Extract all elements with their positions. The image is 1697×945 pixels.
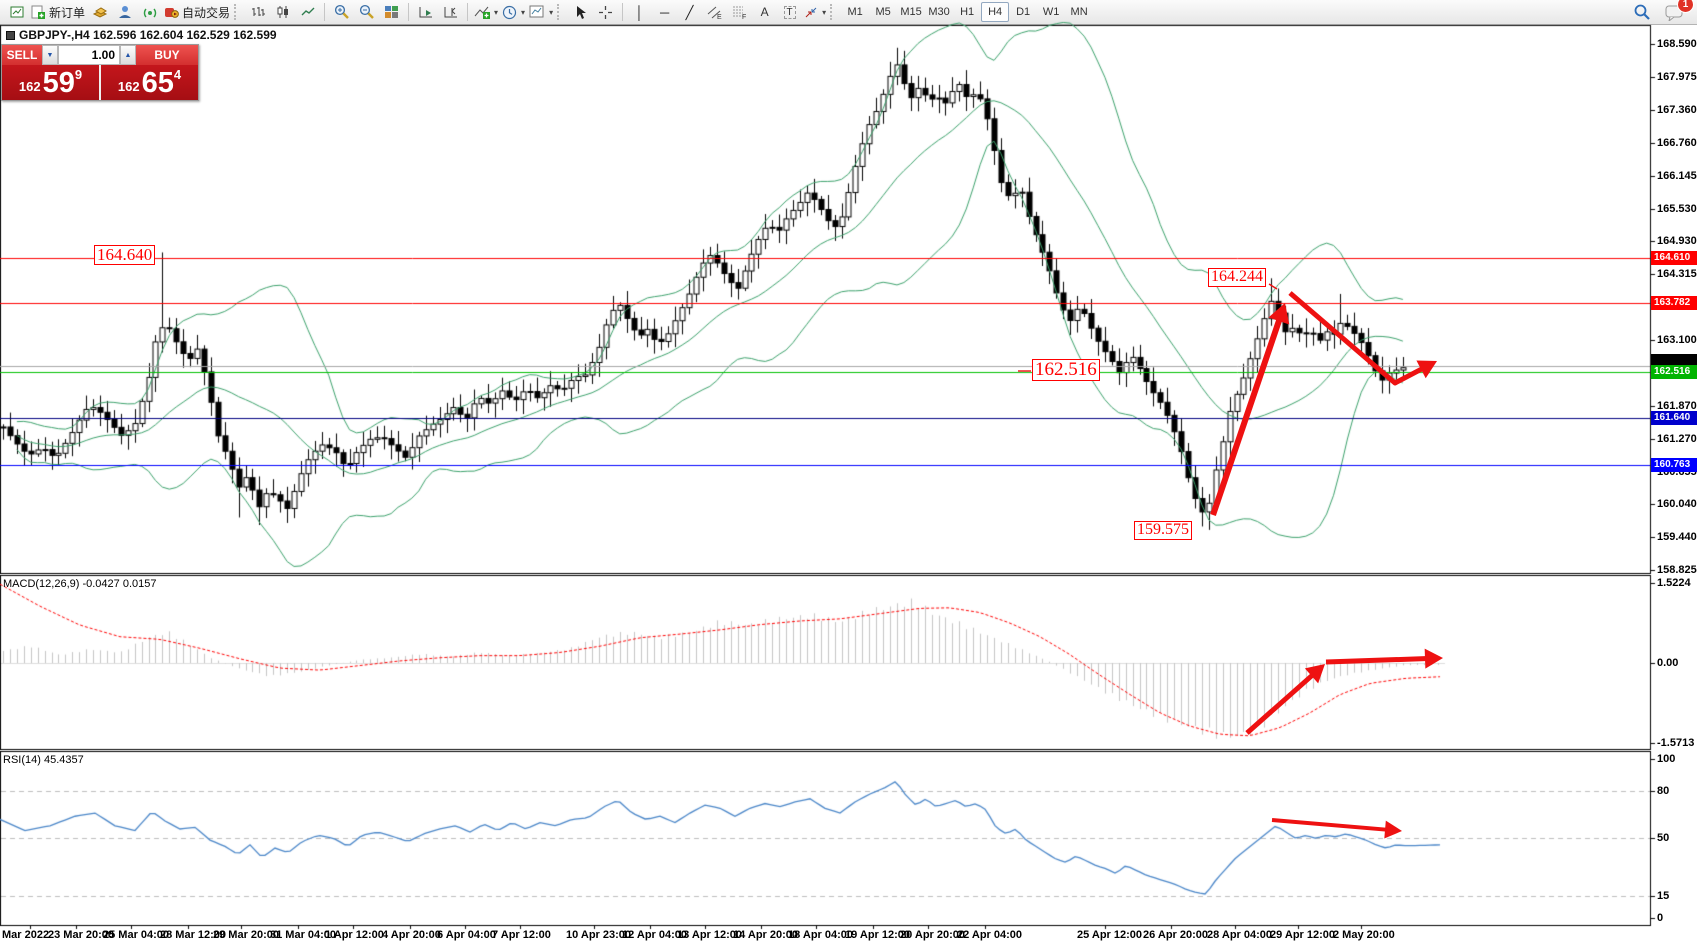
sell-price-prefix: 162	[18, 79, 41, 95]
sell-button[interactable]: SELL	[2, 45, 42, 65]
symbol-ohlc-text: GBPJPY-,H4 162.596 162.604 162.529 162.5…	[19, 28, 277, 42]
buy-price-sup: 4	[173, 67, 182, 82]
buy-button[interactable]: BUY	[136, 45, 198, 65]
symbol-ohlc-header: GBPJPY-,H4 162.596 162.604 162.529 162.5…	[6, 28, 277, 42]
sell-price-display[interactable]: 162 59 9	[2, 65, 99, 100]
chart-icon	[6, 30, 15, 40]
buy-price-prefix: 162	[117, 79, 140, 95]
volume-input[interactable]: 1.00	[58, 45, 120, 65]
buy-price-big: 65	[141, 67, 174, 99]
sell-price-big: 59	[42, 67, 75, 99]
sell-price-sup: 9	[74, 67, 83, 82]
volume-decrease-stepper[interactable]: ▼	[42, 45, 58, 65]
buy-price-display[interactable]: 162 65 4	[101, 65, 198, 100]
one-click-trading-panel: SELL ▼ 1.00 ▲ BUY 162 59 9 162 65 4	[1, 44, 199, 101]
volume-increase-stepper[interactable]: ▲	[120, 45, 136, 65]
